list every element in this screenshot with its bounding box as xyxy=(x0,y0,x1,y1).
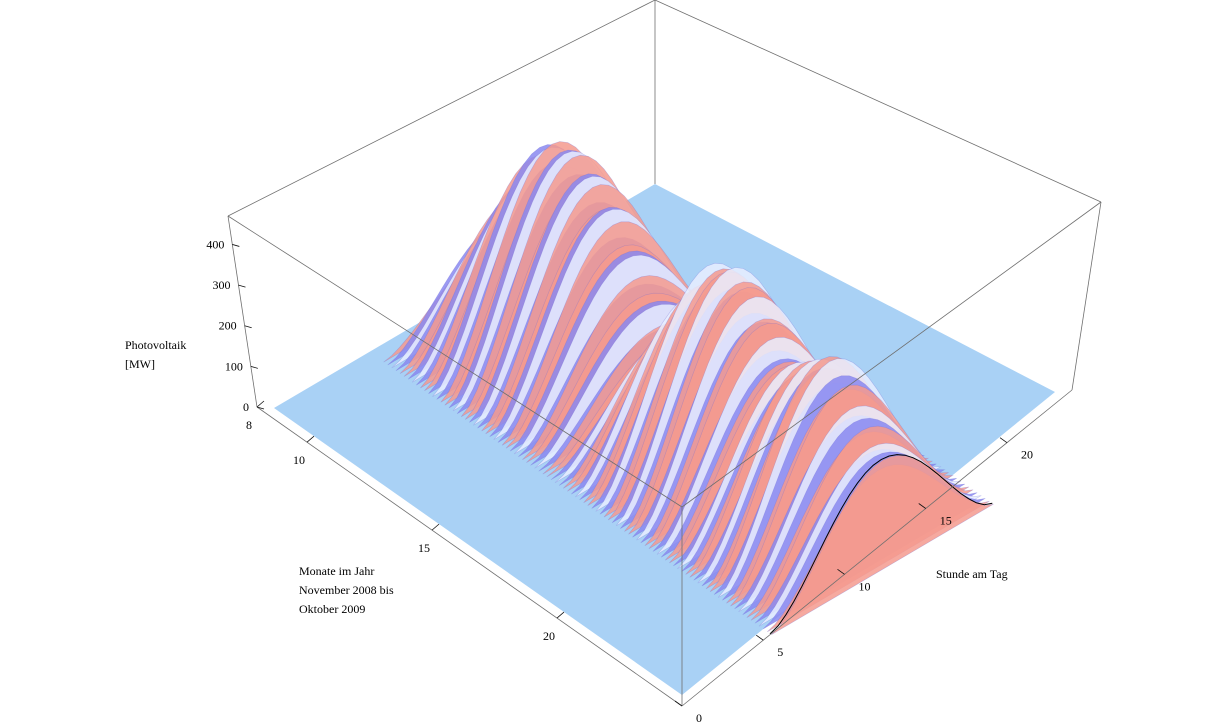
x-tick-mark xyxy=(556,611,565,619)
x-tick-mark xyxy=(256,400,265,408)
x-axis-title-line-1: Monate im Jahr xyxy=(299,564,374,578)
y-tick-label: 15 xyxy=(940,514,952,528)
y-axis-title-line-1: Stunde am Tag xyxy=(936,567,1008,581)
z-tick-label: 400 xyxy=(206,237,224,251)
x-tick-label: 8 xyxy=(246,418,252,432)
surface-ridges xyxy=(383,141,994,636)
z-tick-label: 300 xyxy=(212,278,230,292)
z-axis-title: Photovoltaik [MW] xyxy=(125,338,186,371)
x-tick-mark xyxy=(306,435,315,443)
x-tick-label: 15 xyxy=(418,541,430,555)
y-tick-mark xyxy=(918,503,926,509)
x-axis-title-line-3: Oktober 2009 xyxy=(299,602,365,616)
z-tick-mark xyxy=(250,365,258,369)
z-tick-mark xyxy=(238,284,246,288)
x-tick-mark xyxy=(431,523,440,531)
y-tick-label: 10 xyxy=(859,579,871,593)
z-tick-mark xyxy=(244,325,252,329)
z-axis: 0 100 200 300 400 xyxy=(206,237,265,414)
y-tick-label: 5 xyxy=(777,645,783,659)
x-tick-label: 10 xyxy=(293,453,305,467)
x-axis-title-line-2: November 2008 bis xyxy=(299,583,394,597)
z-axis-title-line-1: Photovoltaik xyxy=(125,338,186,352)
z-tick-mark xyxy=(256,406,265,410)
y-tick-label: 0 xyxy=(696,711,702,725)
y-tick-mark xyxy=(756,634,764,641)
y-axis: 0 5 10 15 20 xyxy=(674,437,1033,725)
y-tick-mark xyxy=(999,437,1008,443)
z-tick-label: 200 xyxy=(219,319,237,333)
y-axis-title: Stunde am Tag xyxy=(936,567,1008,581)
z-tick-mark xyxy=(232,244,240,247)
x-tick-label: 20 xyxy=(543,629,555,643)
x-axis: 8 10 15 20 xyxy=(246,400,565,643)
bounding-box-back xyxy=(227,0,1102,408)
y-tick-mark xyxy=(674,700,683,707)
z-tick-label: 100 xyxy=(225,359,243,373)
y-tick-mark xyxy=(837,569,845,575)
z-tick-label: 0 xyxy=(243,400,249,414)
x-axis-title: Monate im Jahr November 2008 bis Oktober… xyxy=(299,564,394,616)
z-axis-title-line-2: [MW] xyxy=(125,357,155,371)
y-tick-label: 20 xyxy=(1021,448,1033,462)
surface-front-outline xyxy=(769,454,993,635)
